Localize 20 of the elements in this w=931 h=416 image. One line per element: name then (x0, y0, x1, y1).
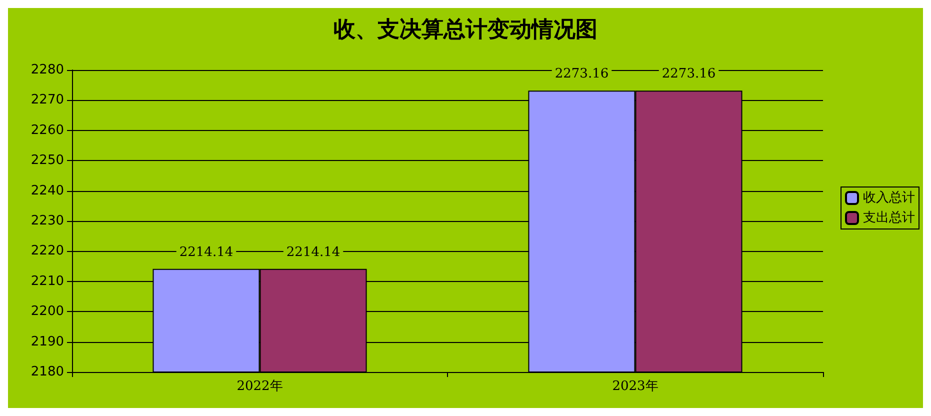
x-tick-label: 2023年 (612, 379, 658, 394)
chart-title: 收、支决算总计变动情况图 (334, 16, 598, 42)
y-tick-label: 2190 (30, 334, 64, 350)
data-label: 2273.16 (662, 66, 716, 82)
y-tick-label: 2230 (30, 214, 64, 228)
y-tick-label: 2260 (30, 122, 64, 138)
legend-label: 收入总计 (863, 190, 915, 206)
data-label: 2214.14 (286, 244, 340, 260)
y-tick-label: 2220 (30, 244, 64, 259)
y-tick-label: 2280 (30, 62, 64, 78)
y-tick-label: 2240 (30, 183, 64, 198)
legend-label: 支出总计 (863, 210, 915, 226)
data-label: 2214.14 (179, 244, 234, 260)
y-tick-label: 2270 (30, 92, 64, 108)
y-tick-label: 2250 (30, 153, 64, 168)
data-label: 2273.16 (554, 66, 609, 82)
x-tick-label: 2022年 (236, 379, 283, 394)
y-tick-label: 2210 (30, 274, 64, 289)
y-tick-label: 2180 (30, 364, 64, 380)
y-tick-label: 2200 (30, 304, 64, 320)
